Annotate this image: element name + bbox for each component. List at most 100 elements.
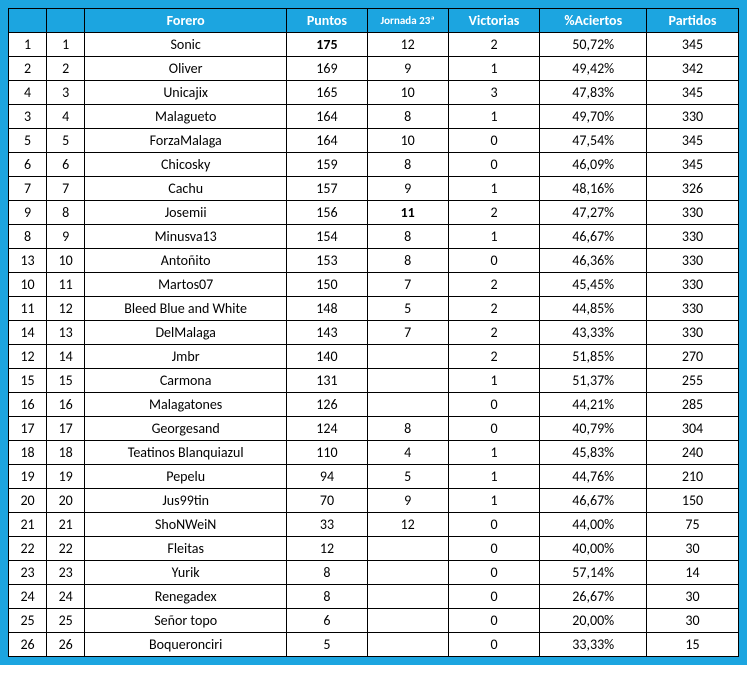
table-row: 1616Malagatones126044,21%285 [9,393,739,417]
cell-rank-prev: 17 [9,417,47,441]
cell-forero: DelMalaga [85,321,287,345]
cell-aciertos: 46,67% [540,225,647,249]
table-row: 22Oliver1699149,42%342 [9,57,739,81]
cell-partidos: 330 [647,201,739,225]
cell-partidos: 210 [647,465,739,489]
cell-rank-cur: 16 [47,393,85,417]
cell-aciertos: 46,09% [540,153,647,177]
col-header-puntos: Puntos [287,9,368,33]
cell-rank-cur: 12 [47,297,85,321]
cell-rank-prev: 24 [9,585,47,609]
cell-rank-cur: 10 [47,249,85,273]
cell-jornada: 12 [367,513,448,537]
cell-forero: Oliver [85,57,287,81]
cell-jornada: 10 [367,81,448,105]
cell-puntos: 153 [287,249,368,273]
cell-jornada: 9 [367,489,448,513]
cell-victorias: 1 [448,465,540,489]
cell-puntos: 131 [287,369,368,393]
cell-rank-prev: 26 [9,633,47,657]
table-row: 2626Boqueronciri5033,33%15 [9,633,739,657]
cell-rank-cur: 9 [47,225,85,249]
cell-victorias: 2 [448,273,540,297]
cell-rank-cur: 13 [47,321,85,345]
cell-forero: Malagueto [85,105,287,129]
cell-rank-prev: 9 [9,201,47,225]
cell-rank-cur: 5 [47,129,85,153]
cell-aciertos: 47,27% [540,201,647,225]
table-row: 1413DelMalaga1437243,33%330 [9,321,739,345]
cell-victorias: 1 [448,177,540,201]
cell-jornada: 8 [367,225,448,249]
cell-rank-prev: 25 [9,609,47,633]
cell-puntos: 164 [287,105,368,129]
cell-victorias: 1 [448,369,540,393]
cell-rank-cur: 14 [47,345,85,369]
cell-forero: Georgesand [85,417,287,441]
col-header-partidos: Partidos [647,9,739,33]
cell-puntos: 5 [287,633,368,657]
cell-aciertos: 40,79% [540,417,647,441]
cell-rank-cur: 3 [47,81,85,105]
cell-partidos: 326 [647,177,739,201]
cell-rank-cur: 1 [47,33,85,57]
cell-victorias: 2 [448,321,540,345]
cell-aciertos: 40,00% [540,537,647,561]
cell-puntos: 154 [287,225,368,249]
cell-aciertos: 44,00% [540,513,647,537]
cell-aciertos: 51,37% [540,369,647,393]
cell-rank-prev: 21 [9,513,47,537]
cell-forero: Jus99tin [85,489,287,513]
cell-forero: Unicajix [85,81,287,105]
cell-partidos: 330 [647,297,739,321]
cell-jornada [367,345,448,369]
col-header-rank-cur [47,9,85,33]
cell-puntos: 148 [287,297,368,321]
table-row: 2525Señor topo6020,00%30 [9,609,739,633]
cell-aciertos: 44,76% [540,465,647,489]
table-row: 55ForzaMalaga16410047,54%345 [9,129,739,153]
cell-rank-cur: 24 [47,585,85,609]
cell-jornada: 5 [367,297,448,321]
cell-aciertos: 46,36% [540,249,647,273]
cell-forero: Malagatones [85,393,287,417]
cell-partidos: 150 [647,489,739,513]
cell-rank-prev: 12 [9,345,47,369]
cell-rank-prev: 11 [9,297,47,321]
table-row: 2222Fleitas12040,00%30 [9,537,739,561]
table-row: 1310Antoñito1538046,36%330 [9,249,739,273]
cell-partidos: 14 [647,561,739,585]
cell-aciertos: 20,00% [540,609,647,633]
col-header-aciertos: %Aciertos [540,9,647,33]
cell-forero: Chicosky [85,153,287,177]
table-row: 1214Jmbr140251,85%270 [9,345,739,369]
cell-jornada [367,561,448,585]
col-header-victorias: Victorias [448,9,540,33]
cell-aciertos: 48,16% [540,177,647,201]
cell-puntos: 164 [287,129,368,153]
cell-puntos: 8 [287,585,368,609]
cell-jornada: 8 [367,105,448,129]
cell-jornada [367,393,448,417]
cell-victorias: 0 [448,153,540,177]
cell-jornada: 5 [367,465,448,489]
cell-puntos: 70 [287,489,368,513]
table-row: 11Sonic17512250,72%345 [9,33,739,57]
cell-forero: ForzaMalaga [85,129,287,153]
cell-partidos: 345 [647,81,739,105]
cell-forero: Yurik [85,561,287,585]
cell-rank-prev: 3 [9,105,47,129]
table-row: 2424Renegadex8026,67%30 [9,585,739,609]
cell-aciertos: 45,83% [540,441,647,465]
cell-rank-cur: 7 [47,177,85,201]
cell-jornada: 11 [367,201,448,225]
cell-rank-cur: 21 [47,513,85,537]
cell-jornada [367,537,448,561]
cell-rank-cur: 26 [47,633,85,657]
cell-forero: Martos07 [85,273,287,297]
cell-rank-prev: 1 [9,33,47,57]
cell-forero: Sonic [85,33,287,57]
cell-victorias: 2 [448,33,540,57]
cell-victorias: 0 [448,393,540,417]
cell-puntos: 159 [287,153,368,177]
